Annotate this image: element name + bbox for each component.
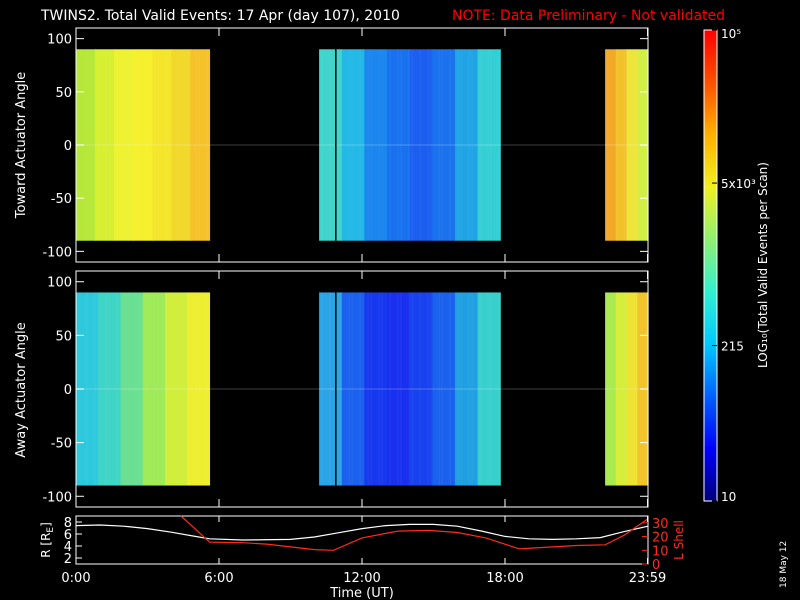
colorbar-tick-label: 5x10³ [721,177,756,191]
heatmap-toward-ylabel: Toward Actuator Angle [14,72,29,219]
colorbar-frame [703,29,718,502]
heatmap-toward-ytick-label: -100 [42,245,72,260]
heatmap-away-ytick-label: 100 [47,276,72,291]
heatmap-toward-cell [76,49,96,241]
heatmap-toward-ytick-label: 0 [64,139,72,154]
heatmap-away-cell [477,292,501,486]
colorbar-fill [704,30,717,501]
heatmap-away-cell [142,292,166,486]
colorbar-tick-label: 10⁵ [721,27,741,41]
ephemeris-right-tick-label: 20 [652,531,669,546]
heatmap-toward: 100 50 0 -50 -100 Toward Actuator Angle [14,27,649,263]
heatmap-toward-ytick-label: 100 [47,33,72,48]
ephemeris-left-tick-label: 2 [64,552,72,567]
heatmap-toward-cell [605,49,617,241]
heatmap-away-cell [409,292,433,486]
heatmap-toward-cell [477,49,501,241]
heatmap-toward-cell [364,49,388,241]
ephemeris-line-lshell [180,515,649,551]
heatmap-away-cell [387,292,411,486]
preliminary-note: NOTE: Data Preliminary - Not validated [452,8,725,24]
ephemeris-right-tick-label: 10 [652,544,669,559]
heatmap-away-ytick-label: 50 [55,329,72,344]
heatmap-away-cell [76,292,99,486]
colorbar: 10 215 5x10³ 10⁵ LOG₁₀(Total Valid Events p… [703,27,770,504]
heatmap-away-ytick-label: -100 [42,490,72,505]
heatmap-toward-cell [95,49,115,241]
ephemeris-right-label: L Shell [672,520,686,560]
colorbar-label: LOG₁₀(Total Valid Events per Scan) [756,162,770,368]
heatmap-away-cell [454,292,479,486]
time-axis-tick-label: 18:00 [486,571,523,586]
ephemeris-left-label: R [RE] [39,522,56,558]
ephemeris-line-r [75,523,649,541]
colorbar-ticks: 10 215 5x10³ 10⁵ [712,27,756,504]
heatmap-toward-cell [454,49,479,241]
heatmap-away-cell [615,292,628,486]
heatmap-away-ytick-label: -50 [51,437,72,452]
heatmap-toward-cell [133,49,153,241]
heatmap-away-cell [626,292,638,486]
time-axis-tick-label: 23:59 [629,571,666,586]
heatmap-away-cell [364,292,388,486]
ephemeris-lines [75,515,649,551]
ephemeris-left-tick-label: 4 [64,540,72,555]
ephemeris-right-tick-label: 0 [652,558,660,573]
heatmap-away: 100 50 0 -50 -100 Away Actuator Angle [14,270,649,508]
heatmap-away-cell [605,292,617,486]
ephemeris-left-label-sub: E [46,527,56,533]
heatmap-toward-cell [432,49,456,241]
heatmap-toward-cell [190,49,211,241]
ephemeris-left-tick-label: 8 [64,516,72,531]
ephemeris-left-tick-label: 6 [64,528,72,543]
time-axis-tick-label: 12:00 [343,571,380,586]
heatmap-away-ylabel: Away Actuator Angle [14,322,29,457]
ephemeris-left-label-end: ] [39,522,53,527]
heatmap-away-cell [120,292,144,486]
heatmap-away-cell [164,292,188,486]
time-axis-label: Time (UT) [329,586,394,600]
heatmap-away-yticks: 100 50 0 -50 -100 [42,271,649,507]
heatmap-away-cell [187,292,211,486]
time-axis-tick-label: 6:00 [204,571,233,586]
heatmap-toward-yticks: 100 50 0 -50 -100 [42,28,649,262]
heatmap-toward-cell [152,49,172,241]
ephemeris-left-label-main: R [R [39,533,53,558]
heatmap-toward-cell [615,49,628,241]
colorbar-tick-label: 10 [721,490,736,504]
time-axis-tick-label: 0:00 [61,571,90,586]
heatmap-toward-cell [626,49,638,241]
date-stamp: 18 May 12 [779,541,789,588]
heatmap-toward-cell [114,49,134,241]
colorbar-tick-label: 215 [721,340,744,354]
heatmap-toward-ytick-label: -50 [51,192,72,207]
heatmap-away-ytick-label: 0 [64,383,72,398]
figure-title: TWINS2. Total Valid Events: 17 Apr (day … [40,8,400,24]
heatmap-toward-cell [387,49,411,241]
heatmap-toward-ytick-label: 50 [55,86,72,101]
heatmap-toward-cell [341,49,365,241]
heatmap-toward-cell [171,49,191,241]
heatmap-toward-cell [409,49,433,241]
heatmap-away-cell [98,292,122,486]
heatmap-toward-cells [76,49,649,241]
time-axis-ticks: 0:00 6:00 12:00 18:00 23:59 [61,516,666,586]
heatmap-away-cell [341,292,365,486]
heatmap-away-cell [432,292,456,486]
heatmap-away-cells [76,292,649,486]
ephemeris-right-tick-label: 30 [652,517,669,532]
